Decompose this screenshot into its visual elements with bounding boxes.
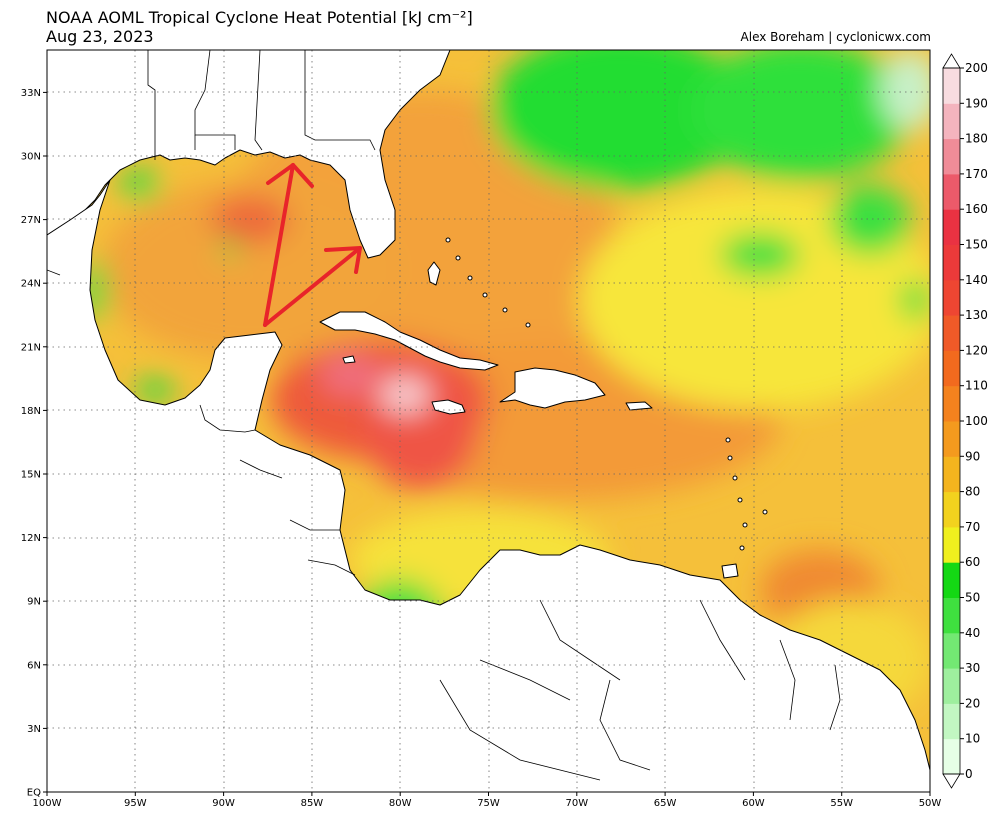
colorbar-segment [943,526,960,563]
colorbar-segment [943,491,960,528]
land-hispaniola [499,367,606,409]
land-north-america [47,50,451,259]
land-mexico-central-america [47,179,930,792]
land-cuba [319,311,499,371]
colorbar-segment [943,421,960,457]
lat-tick-label: 27N [21,215,41,226]
colorbar-segment [943,244,960,281]
colorbar-segment [943,632,960,669]
colorbar-tick-label: 190 [965,96,988,110]
colorbar-tick-label: 150 [965,238,988,252]
heat-potential-field [47,50,930,792]
colorbar-tick-label: 160 [965,202,988,216]
map-title: NOAA AOML Tropical Cyclone Heat Potentia… [46,8,473,27]
lat-tick-label: 33N [21,88,41,99]
colorbar-tick-label: 130 [965,308,988,322]
arrow-northeast-icon [263,246,362,327]
colorbar-tick-label: 60 [965,555,980,569]
lon-tick-label: 95W [124,798,147,809]
lat-tick-label: 6N [27,660,41,671]
longitude-axis: 100W 95W 90W 85W 80W 75W 70W 65W 60W 55W 50W [33,792,942,809]
colorbar-segment [943,562,960,598]
lon-tick-label: 65W [654,798,677,809]
colorbar-segment [943,103,960,140]
land-bahamas [427,261,441,286]
colorbar-tick-label: 30 [965,661,980,675]
lat-tick-label: 9N [27,597,41,608]
lon-tick-label: 80W [389,798,412,809]
lat-tick-label: 24N [21,279,41,290]
lat-tick-label: 12N [21,533,41,544]
land-jamaica [431,399,466,415]
colorbar-segment [943,315,960,351]
lat-tick-label: 15N [21,470,41,481]
colorbar-tick-label: 80 [965,485,980,499]
lon-tick-label: 90W [212,798,235,809]
colorbar-min-extend [942,773,961,789]
colorbar-segment [943,385,960,422]
lat-tick-label: EQ [27,788,41,799]
colorbar-segment [943,68,960,104]
lon-tick-label: 70W [565,798,588,809]
colorbar-segment [943,668,960,704]
lon-tick-label: 75W [477,798,500,809]
colorbar: 0 10 20 30 40 50 60 70 80 90 100 110 120 130 140 150 160… [942,53,988,789]
lat-tick-label: 30N [21,152,41,163]
lon-tick-label: 60W [742,798,765,809]
lat-tick-label: 21N [21,342,41,353]
latitude-axis: EQ 3N 6N 9N 12N 15N 18N 21N 24N 27N 30N 33N [21,88,47,799]
colorbar-segment [943,350,960,387]
map-date: Aug 23, 2023 [46,27,154,46]
colorbar-tick-label: 110 [965,379,988,393]
colorbar-tick-label: 40 [965,626,980,640]
colorbar-segment [943,209,960,245]
colorbar-tick-label: 50 [965,591,980,605]
colorbar-segment [943,703,960,740]
colorbar-tick-label: 170 [965,167,988,181]
lat-tick-label: 3N [27,724,41,735]
colorbar-segment [943,597,960,634]
lon-tick-label: 100W [33,798,62,809]
map-area [47,50,930,792]
colorbar-segment [943,173,960,210]
colorbar-tick-label: 10 [965,732,980,746]
land-masses [47,50,930,792]
colorbar-tick-label: 120 [965,343,988,357]
colorbar-tick-label: 180 [965,132,988,146]
land-lesser-antilles [725,437,731,443]
lon-tick-label: 50W [919,798,942,809]
lon-tick-label: 85W [301,798,324,809]
colorbar-segment [943,138,960,175]
colorbar-tick-label: 100 [965,414,988,428]
arrow-north-icon [263,163,295,327]
colorbar-tick-label: 20 [965,696,980,710]
colorbar-segment [943,279,960,316]
colorbar-segment [943,456,960,493]
political-borders [47,50,841,781]
lat-tick-label: 18N [21,406,41,417]
land-isla-juventud [342,355,356,364]
colorbar-tick-label: 70 [965,520,980,534]
colorbar-tick-label: 140 [965,273,988,287]
land-puerto-rico [625,401,653,411]
colorbar-tick-label: 90 [965,449,980,463]
annotation-arrows [263,163,362,327]
colorbar-tick-label: 200 [965,61,988,75]
colorbar-segment [943,738,960,775]
map-credit: Alex Boreham | cyclonicwx.com [740,30,931,44]
land-trinidad [721,563,739,579]
gridlines [47,50,930,792]
colorbar-max-extend [942,53,961,69]
lon-tick-label: 55W [830,798,853,809]
colorbar-tick-label: 0 [965,767,973,781]
